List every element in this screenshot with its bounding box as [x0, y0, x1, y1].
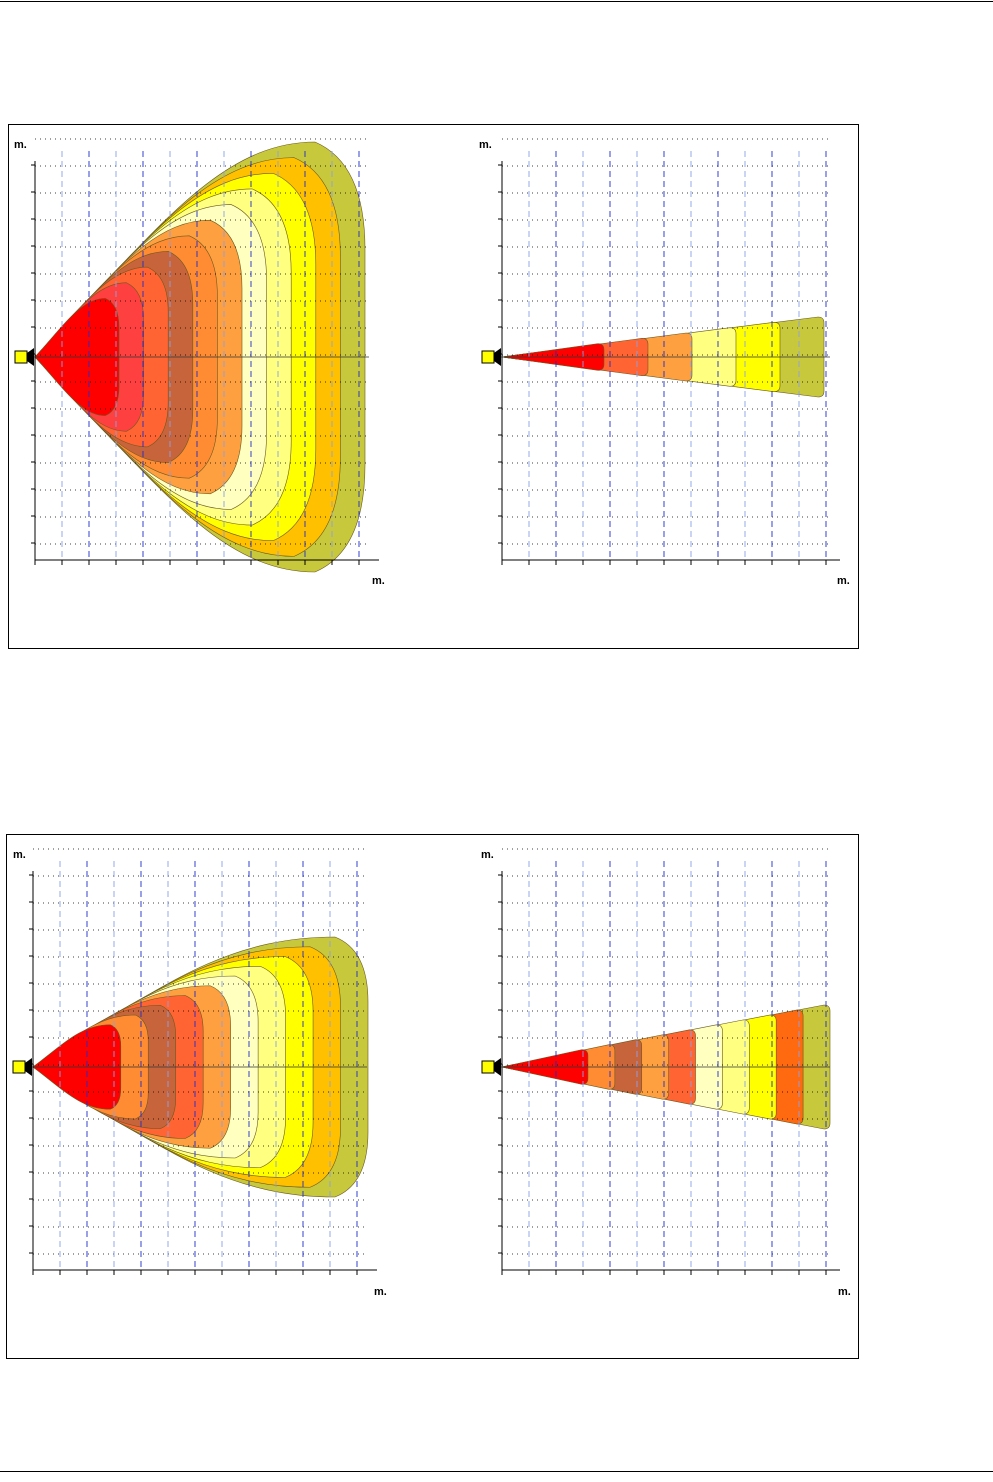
figure-2-right-plot [481, 848, 840, 1275]
speaker-box [481, 1060, 495, 1074]
axes [15, 161, 379, 565]
page-header-rule [0, 1, 993, 2]
speaker-cone [27, 348, 34, 366]
grid [35, 138, 369, 560]
speaker-source-icon [481, 1058, 501, 1076]
speaker-cone [494, 1058, 501, 1076]
figure-2-left-plot [12, 848, 377, 1275]
y-axis-unit: m. [14, 139, 27, 151]
speaker-source-icon [481, 348, 501, 366]
grid [502, 138, 830, 560]
figure-2-panel: m. m. m. m. [6, 834, 859, 1359]
axes [482, 871, 840, 1275]
speaker-cone [494, 348, 501, 366]
speaker-box [14, 350, 28, 364]
page-footer-rule [0, 1471, 993, 1472]
grid [502, 848, 830, 1270]
y-axis-unit: m. [481, 849, 494, 861]
x-axis-unit: m. [374, 1286, 387, 1298]
figure-1-panel: m. m. m. m. [8, 124, 859, 649]
y-axis-unit: m. [479, 139, 492, 151]
y-axis-unit: m. [13, 849, 26, 861]
figure-1-left-plot [14, 138, 379, 573]
x-axis-unit: m. [838, 1286, 851, 1298]
speaker-box [12, 1060, 26, 1074]
axes [482, 161, 840, 565]
figure-1-right-plot [481, 138, 840, 565]
speaker-box [481, 350, 495, 364]
x-axis-unit: m. [372, 575, 385, 587]
speaker-cone [25, 1058, 32, 1076]
grid [33, 848, 367, 1270]
speaker-source-icon [14, 348, 34, 366]
x-axis-unit: m. [837, 575, 850, 587]
axes [13, 871, 377, 1275]
speaker-source-icon [12, 1058, 32, 1076]
